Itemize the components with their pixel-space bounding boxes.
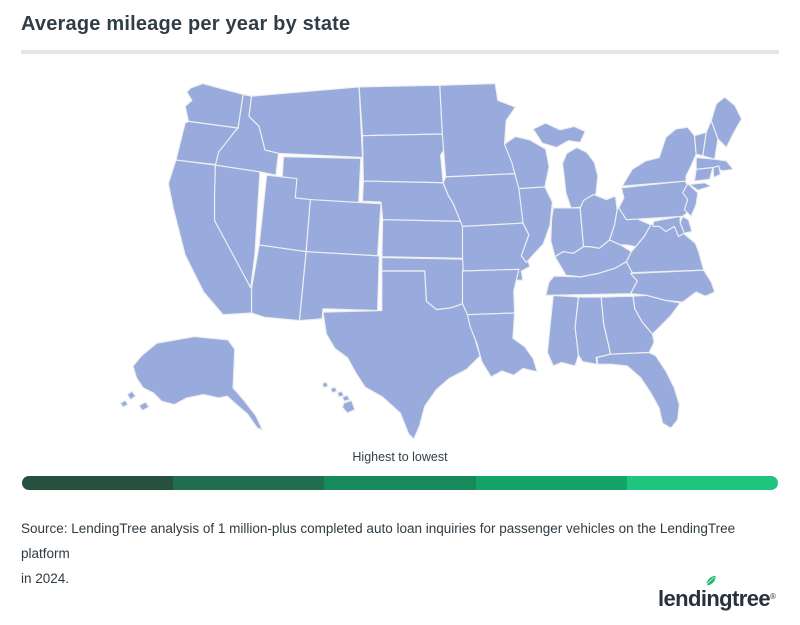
state-ME	[710, 96, 743, 149]
state-HI-island	[341, 394, 351, 402]
source-text: Source: LendingTree analysis of 1 millio…	[21, 516, 773, 591]
state-MI-upper	[532, 122, 586, 149]
registered-mark: ®	[769, 592, 776, 601]
lendingtree-logo: lendingtree®	[658, 574, 788, 616]
state-SD	[361, 133, 447, 184]
state-CT	[693, 167, 714, 182]
state-AK-island	[119, 399, 129, 408]
leaf-icon	[705, 575, 717, 587]
legend-segment-3	[324, 476, 476, 490]
logo-wordmark: lendingtree®	[658, 586, 776, 611]
state-HI-island	[329, 386, 338, 394]
legend-segment-4	[475, 476, 627, 490]
state-AR	[461, 268, 520, 316]
state-NY-long-island	[688, 182, 712, 191]
state-LA	[466, 312, 538, 378]
state-NM	[298, 251, 380, 322]
state-AK-island	[138, 401, 150, 412]
source-line-1: Source: LendingTree analysis of 1 millio…	[21, 521, 736, 561]
state-KS	[381, 219, 467, 259]
state-IL	[518, 186, 554, 264]
state-PA	[618, 180, 694, 221]
state-HI-island	[336, 390, 345, 398]
state-WI	[503, 135, 550, 190]
state-AK-island	[126, 390, 137, 401]
state-MD	[652, 215, 685, 238]
page-title: Average mileage per year by state	[21, 13, 351, 35]
state-NC	[630, 269, 716, 303]
source-line-2: in 2024.	[21, 571, 70, 586]
state-AK	[132, 335, 264, 431]
state-HI-island	[321, 381, 329, 389]
state-RI	[712, 165, 722, 179]
state-TX	[322, 270, 481, 440]
state-NJ	[682, 182, 699, 217]
state-MS	[546, 294, 580, 367]
state-MN	[439, 82, 520, 178]
legend-segment-2	[173, 476, 325, 490]
state-MT	[248, 86, 364, 159]
legend-segment-1-darkest	[22, 476, 174, 490]
state-HI-big-island	[341, 399, 356, 414]
state-AZ	[250, 244, 307, 322]
legend-label: Highest to lowest	[352, 450, 448, 464]
legend-gradient-bar	[22, 476, 778, 490]
title-divider	[21, 50, 779, 54]
state-ND	[358, 84, 443, 137]
us-choropleth-map	[95, 76, 751, 450]
state-CO	[305, 198, 382, 257]
state-FL	[596, 351, 680, 429]
state-WA	[184, 82, 244, 129]
legend-segment-5-lightest	[626, 476, 778, 490]
state-NY	[621, 126, 697, 187]
